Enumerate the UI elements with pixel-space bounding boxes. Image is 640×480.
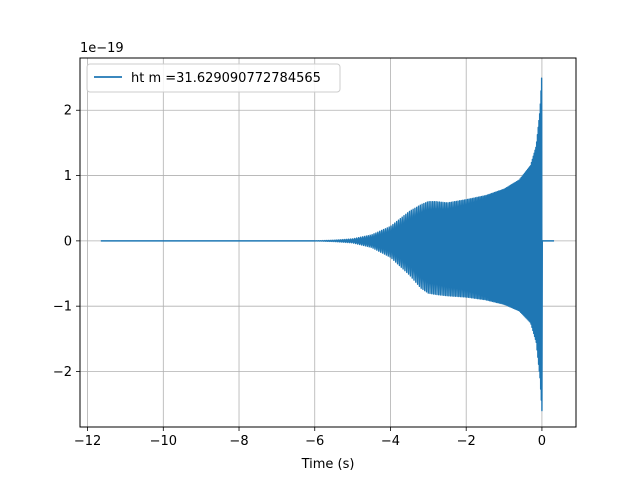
x-tick-label: −10 [150, 434, 177, 449]
x-tick-label: −2 [457, 434, 476, 449]
y-axis-multiplier: 1e−19 [80, 41, 124, 56]
y-axis: −2 −1 0 1 2 [53, 104, 80, 380]
legend-box [86, 63, 341, 93]
axes-frame [79, 57, 577, 428]
x-axis-label: Time (s) [301, 457, 355, 472]
y-tick-label: −2 [53, 365, 72, 380]
y-tick-label: −1 [53, 300, 72, 315]
series-line [100, 77, 555, 412]
x-tick-label: −6 [305, 434, 324, 449]
y-tick-label: 1 [64, 169, 72, 184]
x-tick-label: −8 [229, 434, 248, 449]
x-tick-label: 0 [538, 434, 546, 449]
plot-area [100, 77, 555, 412]
y-tick-label: 0 [64, 234, 72, 249]
x-tick-label: −12 [74, 434, 101, 449]
y-tick-label: 2 [64, 104, 72, 119]
legend-label: ht m =31.629090772784565 [131, 71, 321, 86]
legend: ht m =31.629090772784565 [86, 63, 341, 93]
x-axis: −12 −10 −8 −6 −4 −2 0 [74, 427, 546, 449]
x-tick-label: −4 [381, 434, 400, 449]
